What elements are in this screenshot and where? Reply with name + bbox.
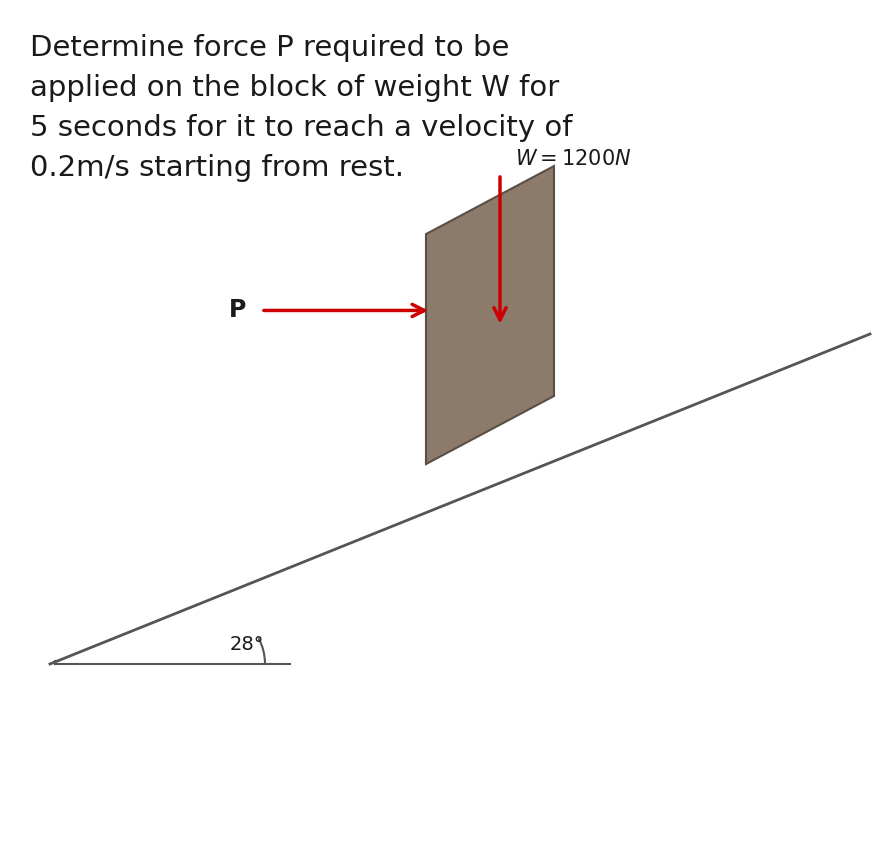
Text: Determine force P required to be
applied on the block of weight W for
5 seconds : Determine force P required to be applied…	[30, 34, 572, 182]
Text: $W = 1200N$: $W = 1200N$	[515, 149, 631, 169]
Text: P: P	[229, 298, 246, 322]
Polygon shape	[426, 166, 554, 464]
Text: 28°: 28°	[230, 635, 264, 654]
